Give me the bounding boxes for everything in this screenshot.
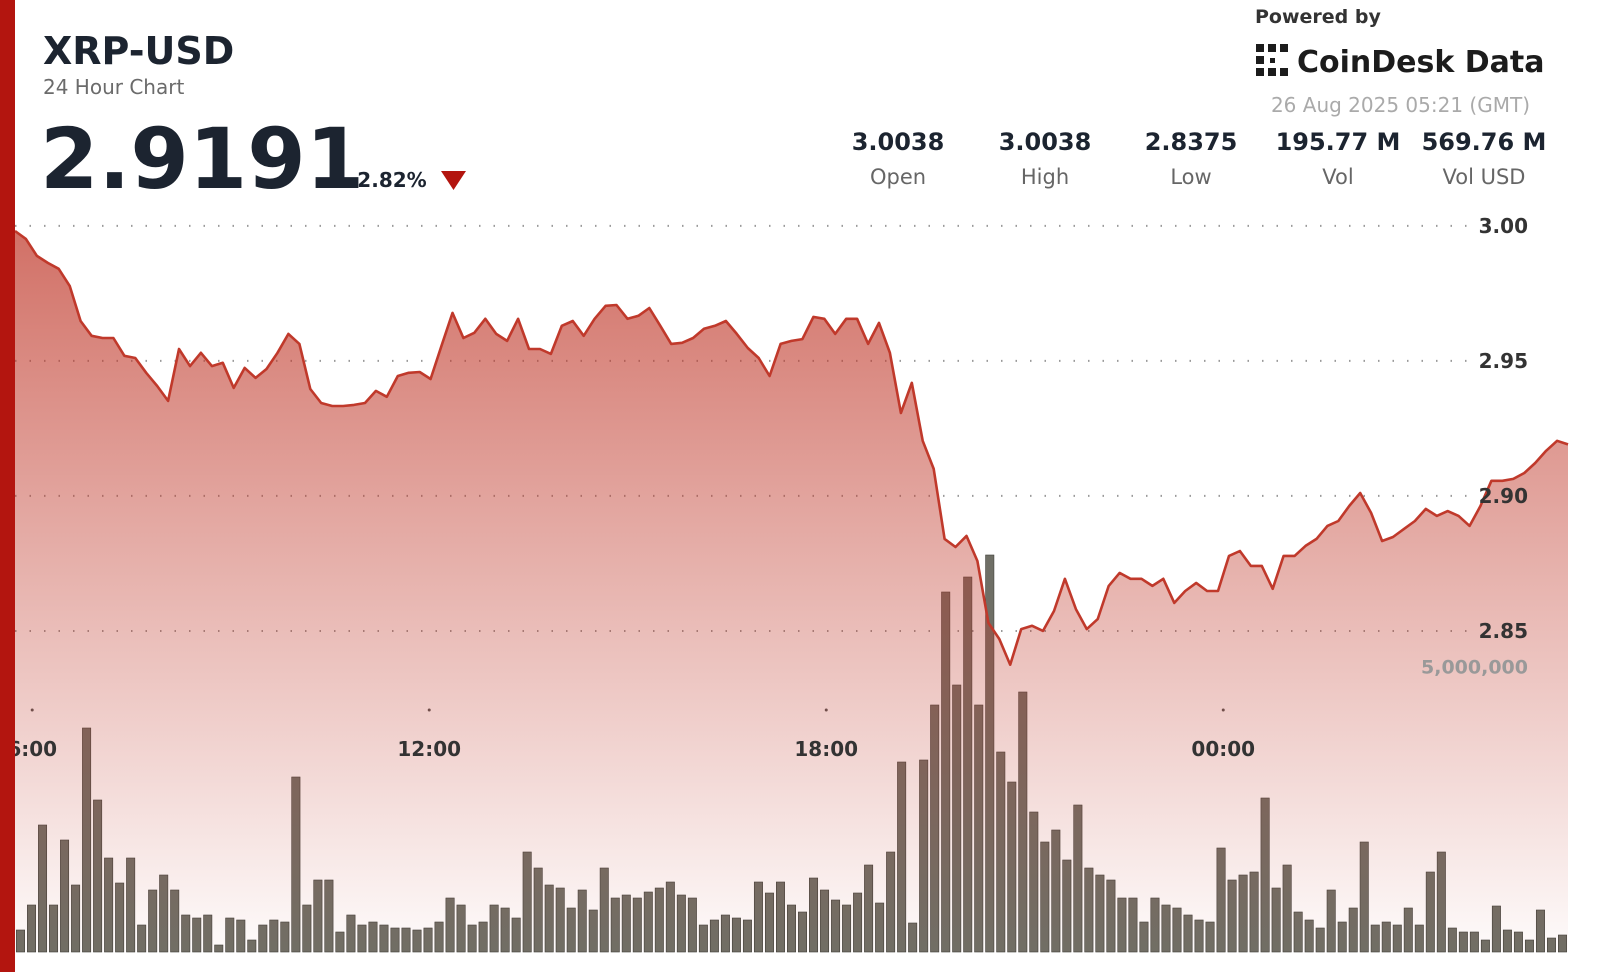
x-tick-label: 6:00 [7, 737, 57, 761]
plot: 2.85 2.90 2.95 3.00 5,000,000 6:00 12:00 18:00 0… [7, 214, 1569, 953]
x-tick-label: 18:00 [794, 737, 858, 761]
change: -2.82% [349, 168, 427, 192]
stat-label: Vol [1322, 165, 1353, 189]
x-tick-label: 12:00 [397, 737, 461, 761]
timestamp: 26 Aug 2025 05:21 (GMT) [1271, 93, 1530, 117]
y2-tick-label: 5,000,000 [1421, 656, 1528, 678]
price: 2.9191 [40, 110, 364, 208]
title: XRP-USD [43, 29, 234, 73]
y-tick-label: 2.85 [1479, 619, 1528, 643]
stat-value: 3.0038 [999, 128, 1092, 156]
y-tick-label: 2.90 [1479, 484, 1528, 508]
accent-bar [0, 0, 15, 972]
brand: CoinDesk Data [1297, 45, 1545, 80]
stat-value: 569.76 M [1422, 128, 1547, 156]
stat-value: 3.0038 [852, 128, 945, 156]
stats: 3.0038 Open 3.0038 High 2.8375 Low 195.77 M Vol… [852, 128, 1547, 189]
y-tick-label: 3.00 [1479, 214, 1528, 238]
stat-value: 2.8375 [1145, 128, 1238, 156]
stat-value: 195.77 M [1276, 128, 1401, 156]
stat-label: Open [870, 165, 926, 189]
powered-by: Powered by [1255, 6, 1381, 28]
subtitle: 24 Hour Chart [43, 75, 184, 99]
stat-label: Low [1170, 165, 1211, 189]
price-area [15, 231, 1568, 952]
stat-label: High [1021, 165, 1069, 189]
x-tick-label: 00:00 [1191, 737, 1255, 761]
down-arrow [441, 171, 466, 190]
stat-label: Vol USD [1443, 165, 1526, 189]
price-line [14, 229, 1569, 666]
logo-icon [1256, 44, 1288, 76]
y-tick-label: 2.95 [1479, 349, 1528, 373]
